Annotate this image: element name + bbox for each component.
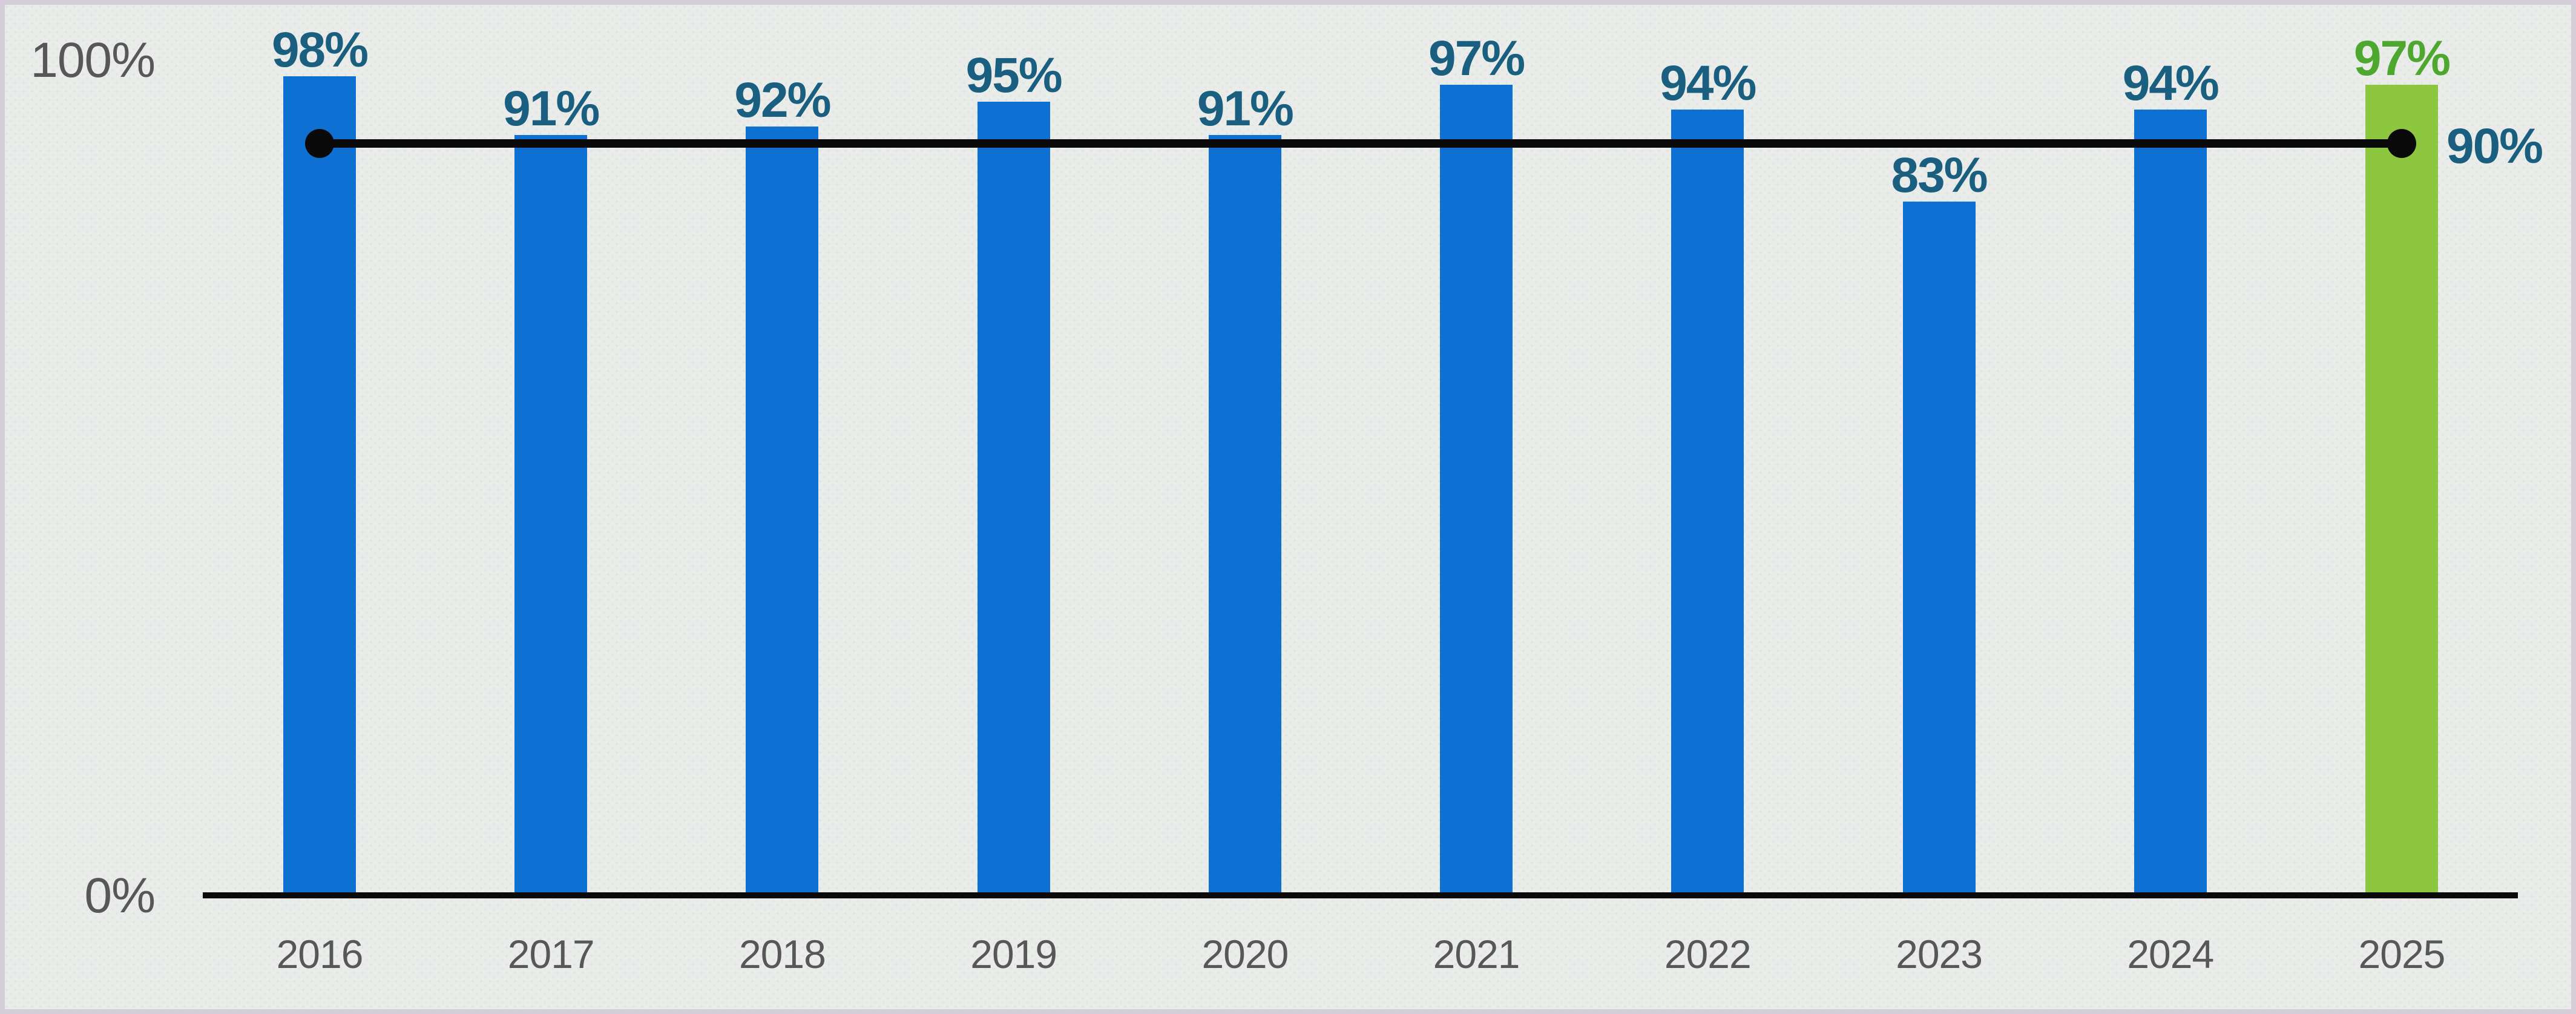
target-line-label: 90% [2446, 118, 2543, 174]
bar-value-label-2017: 91% [503, 81, 600, 136]
bar-2022 [1671, 110, 1744, 892]
y-axis-tick-0: 0% [84, 868, 156, 923]
bar-2019 [977, 102, 1050, 892]
x-axis-label-2025: 2025 [2358, 932, 2446, 976]
x-axis-label-2020: 2020 [1201, 932, 1289, 976]
target-line-end-dot [2387, 128, 2416, 158]
bar-value-label-2018: 92% [734, 73, 831, 128]
x-axis-label-2016: 2016 [276, 932, 364, 976]
bar-value-label-2020: 91% [1197, 81, 1294, 136]
x-axis-label-2017: 2017 [507, 932, 595, 976]
bar-value-label-2016: 98% [271, 22, 369, 77]
x-axis-label-2023: 2023 [1896, 932, 1983, 976]
bar-value-label-2019: 95% [965, 48, 1063, 103]
y-axis-tick-100: 100% [30, 33, 156, 88]
plot-area: 100% 0% 98% 2016 91% 2017 92% 2018 95% 2019 91% 2… [5, 5, 2571, 1009]
bar-2024 [2134, 110, 2207, 892]
target-line-start-dot [305, 128, 334, 158]
x-axis-line [203, 892, 2518, 898]
bar-2023 [1902, 202, 1976, 892]
bar-2017 [514, 135, 588, 892]
bar-2025 [2365, 85, 2438, 892]
bar-2021 [1440, 85, 1513, 892]
bar-value-label-2024: 94% [2122, 56, 2220, 111]
x-axis-label-2018: 2018 [739, 932, 826, 976]
x-axis-label-2022: 2022 [1664, 932, 1752, 976]
bar-2020 [1208, 135, 1281, 892]
bar-value-label-2025: 97% [2353, 31, 2451, 86]
bar-2016 [283, 76, 356, 892]
x-axis-label-2024: 2024 [2127, 932, 2214, 976]
target-line [320, 139, 2402, 148]
bar-value-label-2023: 83% [1891, 148, 1988, 203]
bar-2018 [746, 127, 819, 892]
bar-value-label-2022: 94% [1660, 56, 1756, 111]
x-axis-label-2019: 2019 [970, 932, 1057, 976]
bar-value-label-2021: 97% [1428, 31, 1525, 86]
x-axis-label-2021: 2021 [1433, 932, 1520, 976]
